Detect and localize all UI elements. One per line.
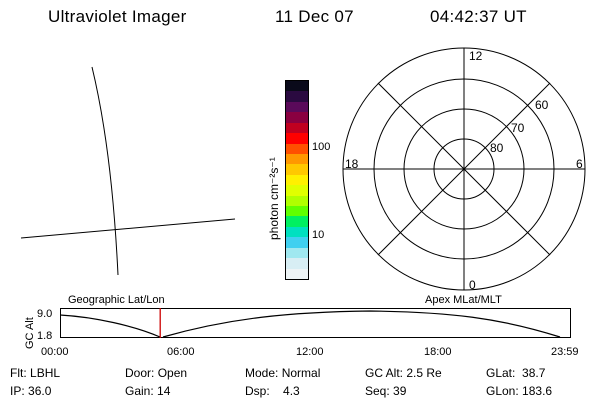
timeline-xtick-1200: 12:00: [296, 346, 324, 358]
colorbar-segment: [286, 216, 308, 227]
status-door: Door: Open: [125, 366, 188, 380]
colorbar-segment: [286, 91, 308, 102]
polar-diagonal-2: [377, 82, 551, 256]
altitude-timeline-plot: [60, 308, 571, 338]
mlt-label-0: 0: [469, 278, 476, 292]
colorbar-segment: [286, 133, 308, 144]
colorbar-segment: [286, 206, 308, 217]
colorbar-segment: [286, 174, 308, 186]
timeline-xtick-0000: 00:00: [41, 346, 69, 358]
instrument-title: Ultraviolet Imager: [48, 7, 187, 26]
timeline-frame: [60, 308, 571, 338]
status-gain: Gain: 14: [125, 384, 171, 398]
time-label: 04:42:37 UT: [430, 7, 527, 26]
timeline-xtick-1800: 18:00: [424, 346, 452, 358]
timeline-right-label: Apex MLat/MLT: [425, 294, 502, 306]
timeline-ytick-high: 9.0: [37, 308, 53, 320]
lat-label-60: 60: [535, 98, 549, 112]
colorbar-segment: [286, 258, 308, 269]
status-seq: Seq: 39: [365, 384, 407, 398]
status-filter: Flt: LBHL: [10, 366, 61, 380]
colorbar-segment: [286, 195, 308, 207]
latitude-line: [20, 218, 236, 239]
colorbar-segment: [286, 81, 308, 92]
timeline-xtick-2359: 23:59: [551, 346, 579, 358]
status-ip: IP: 36.0: [10, 384, 52, 398]
mlt-label-12: 12: [469, 49, 483, 63]
date-label: 11 Dec 07: [275, 7, 354, 26]
status-gc-alt: GC Alt: 2.5 Re: [365, 366, 442, 380]
status-glat: GLat: 38.7: [486, 366, 546, 380]
timeline-ytick-low: 1.8: [37, 330, 53, 342]
status-glon: GLon: 183.6: [486, 384, 553, 398]
colorbar-segment: [286, 143, 308, 154]
longitude-line: [91, 66, 119, 276]
timeline-axis-title: GC Alt: [24, 317, 36, 349]
colorbar-segment: [286, 164, 308, 175]
status-dsp: Dsp: 4.3: [245, 384, 300, 398]
colorbar-segment: [286, 122, 308, 134]
status-mode: Mode: Normal: [245, 366, 321, 380]
colorbar-segment: [286, 112, 308, 123]
colorbar-tick-100: 100: [312, 141, 331, 153]
color-scale-bar: [285, 80, 309, 280]
altitude-curve-orbit-2: [162, 310, 561, 338]
geographic-grid-panel: [20, 66, 236, 276]
colorbar-segment: [286, 268, 308, 280]
colorbar-segment: [286, 247, 308, 259]
mlt-label-6: 6: [576, 157, 583, 171]
colorbar-segment: [286, 101, 308, 113]
colorbar-segment: [286, 237, 308, 248]
lat-label-80: 80: [490, 141, 504, 155]
colorbar-segment: [286, 153, 308, 165]
colorbar-tick-10: 10: [312, 229, 325, 241]
colorbar-segment: [286, 226, 308, 238]
timeline-left-label: Geographic Lat/Lon: [68, 294, 165, 306]
altitude-curve-orbit-1: [60, 314, 161, 338]
mlt-label-18: 18: [345, 157, 359, 171]
colorbar-segment: [286, 185, 308, 196]
polar-mlt-plot: 12 0 18 6 60 70 80: [342, 47, 586, 292]
colorbar-units-label: photon cm⁻²s⁻¹: [267, 157, 281, 240]
timeline-xtick-0600: 06:00: [167, 346, 195, 358]
lat-label-70: 70: [511, 121, 525, 135]
